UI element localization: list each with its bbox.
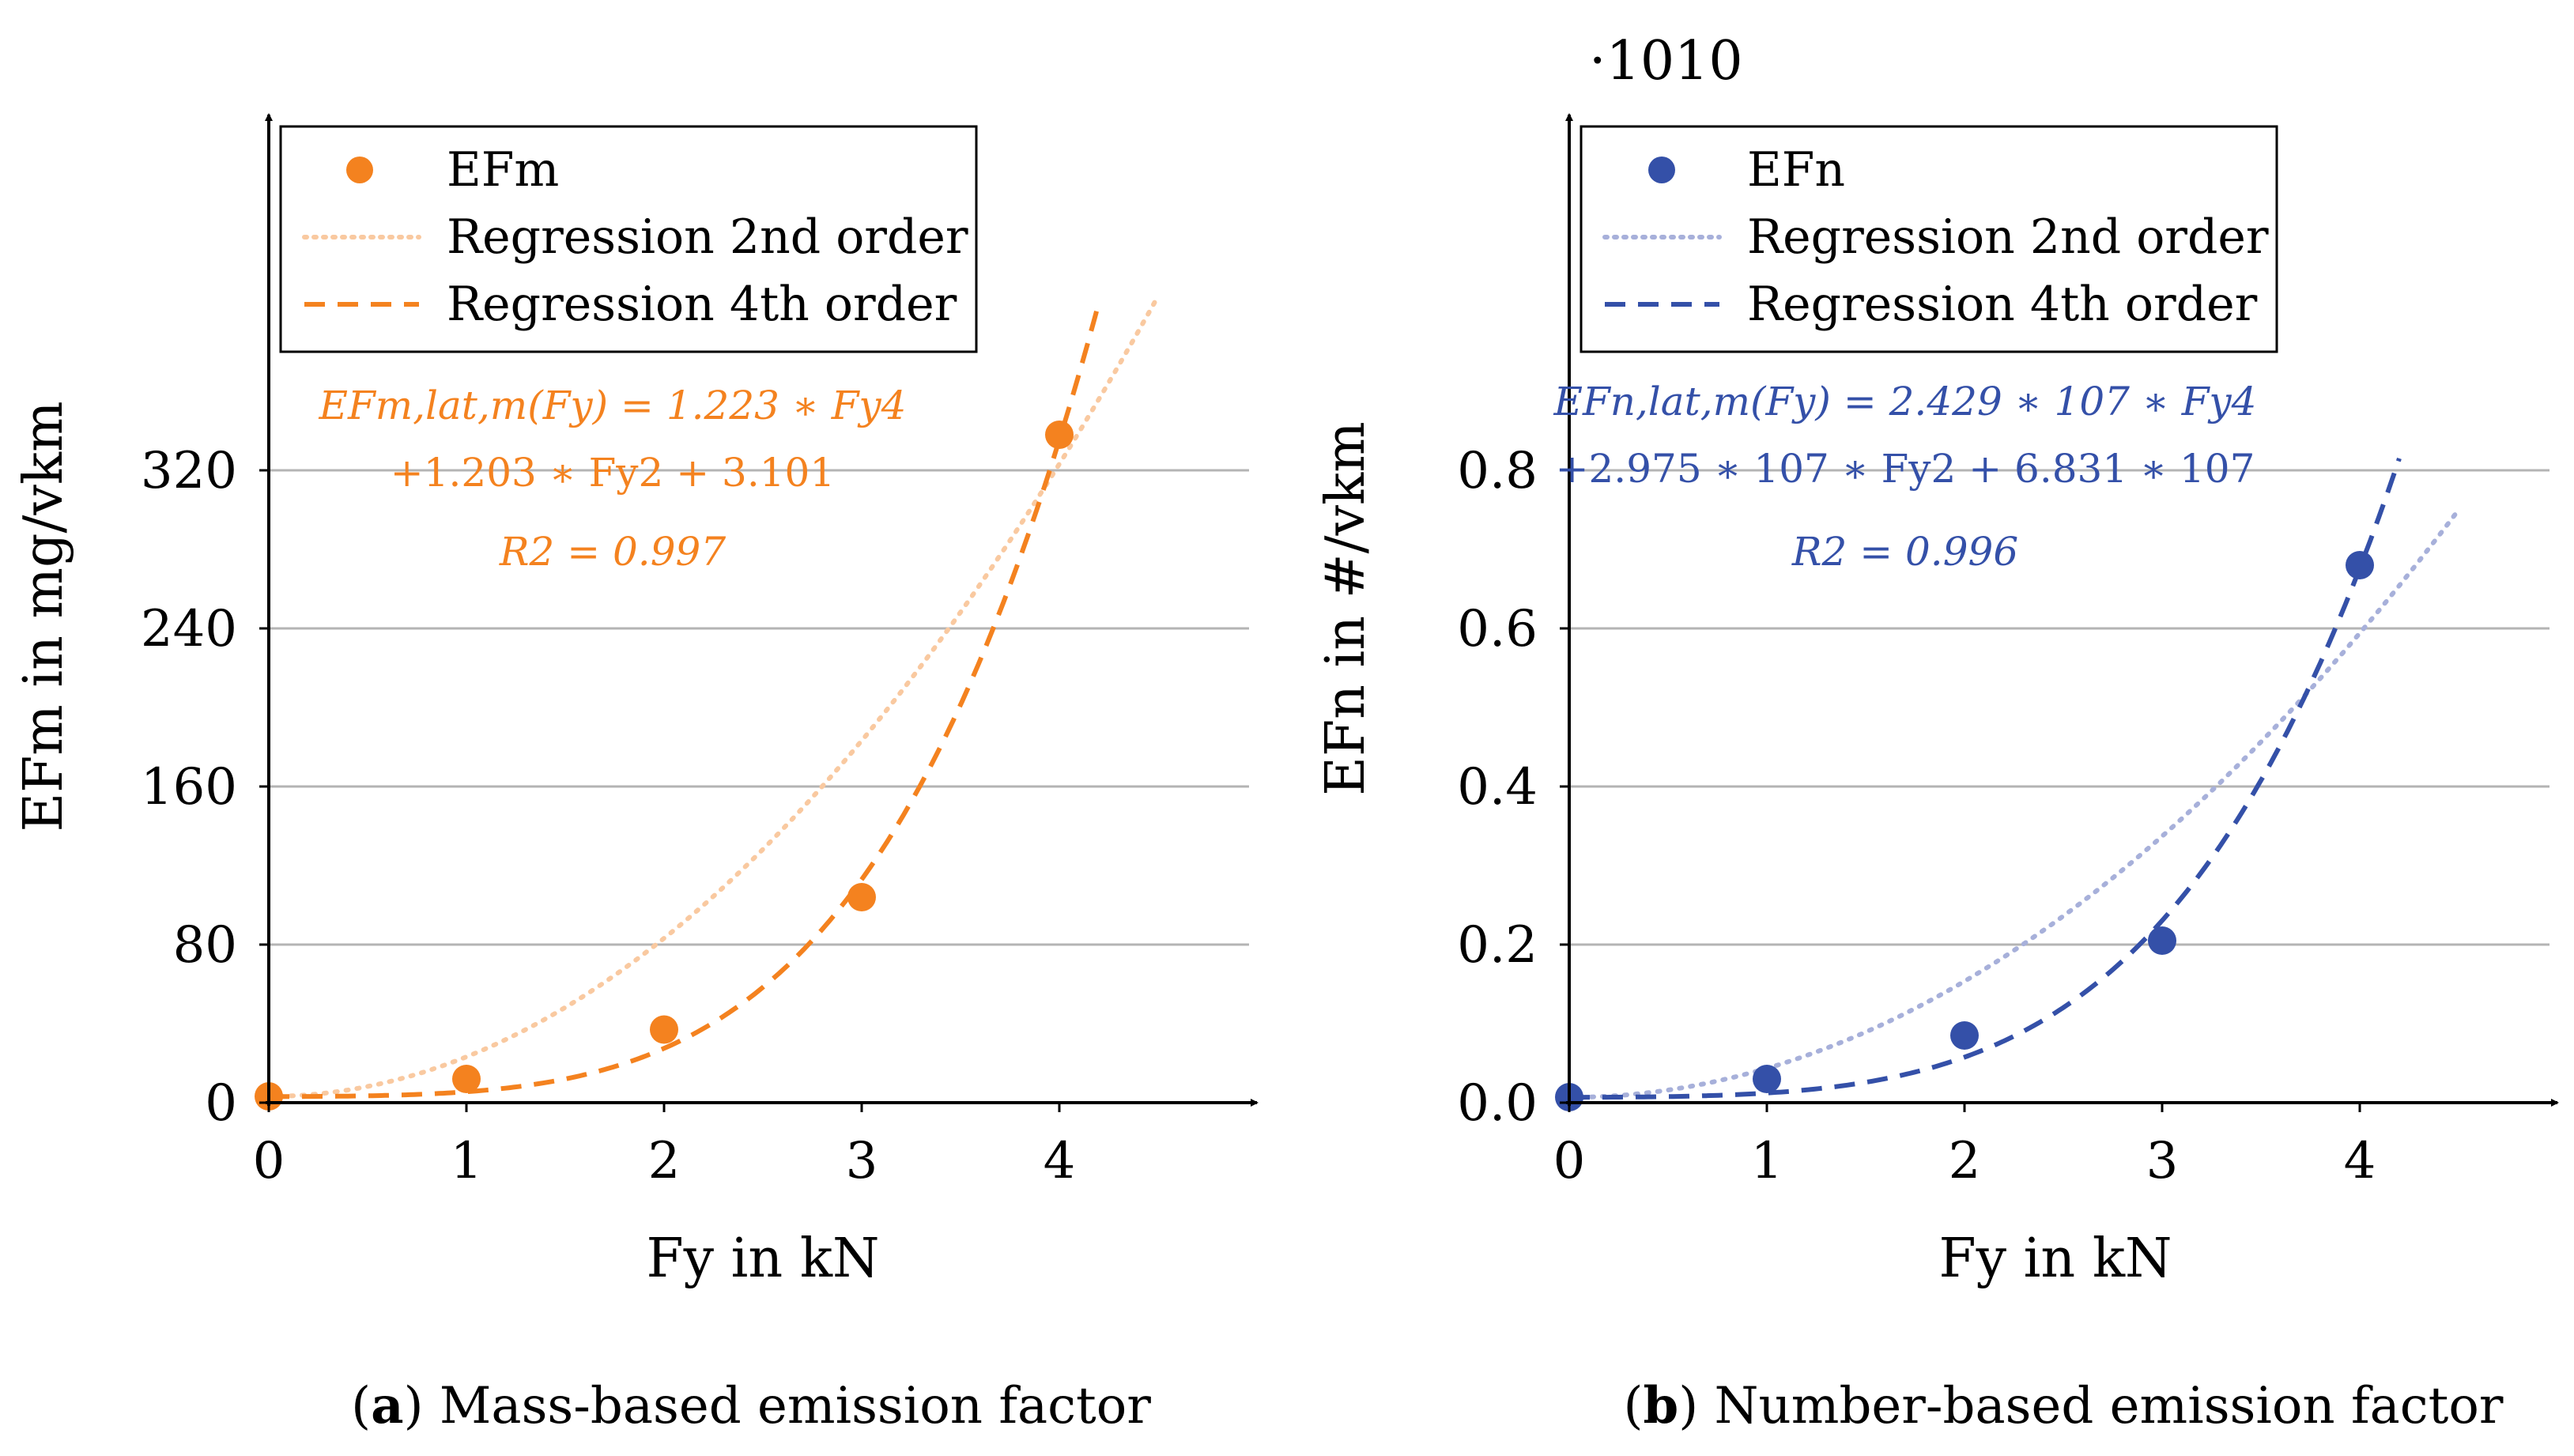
regression-2nd-order-curve — [1567, 507, 2461, 1100]
panel-a-axes — [259, 113, 1259, 1112]
panel-a-equation-line-1: EFm,lat,m(Fy) = 1.223 ∗ Fy4 — [319, 383, 907, 428]
panel-a-r-squared: R2 = 0.997 — [499, 529, 726, 575]
y-tick-label: 0.4 — [1457, 758, 1538, 817]
x-tick-label: 1 — [451, 1132, 483, 1190]
data-point-1 — [1753, 1065, 1781, 1093]
panel-b-y-tick-labels: 0.0 0.2 0.4 0.6 0.8 — [1457, 442, 1538, 1133]
panel-b-y-axis-label: EFn in #/vkm — [1315, 421, 1377, 795]
y-tick-label: 80 — [173, 916, 237, 975]
panel-b-equation-line-1: EFn,lat,m(Fy) = 2.429 ∗ 107 ∗ Fy4 — [1553, 379, 2257, 424]
panel-a-x-tick-labels: 0 1 2 3 4 — [253, 1132, 1076, 1190]
panel-b-caption: (b) Number-based emission factor — [1624, 1376, 2504, 1435]
panel-b-data-points — [1555, 551, 2374, 1111]
panel-b-axes — [1560, 113, 2559, 1112]
panel-a-legend-marker-points — [346, 157, 373, 183]
panel-a-legend-entry-points: EFm — [447, 142, 559, 198]
panel-a-caption-text: Mass-based emission factor — [440, 1377, 1151, 1435]
panel-b-x-axis-label: Fy in kN — [1938, 1228, 2172, 1290]
panel-b-legend-box — [1580, 125, 2278, 353]
panel-b-caption-text: Number-based emission factor — [1715, 1377, 2504, 1435]
panel-a-legend-entry-dotted: Regression 2nd order — [447, 209, 968, 265]
panel-b-x-tick-labels: 0 1 2 3 4 — [1553, 1132, 2376, 1190]
panel-b-r-squared: R2 = 0.996 — [1791, 529, 2018, 575]
panel-a-equation-line-2: +1.203 ∗ Fy2 + 3.101 — [391, 450, 835, 496]
x-tick-label: 4 — [1044, 1132, 1076, 1190]
panel-a-legend-entry-dashed: Regression 4th order — [447, 277, 957, 332]
panel-a-x-axis-label: Fy in kN — [646, 1228, 879, 1290]
panel-a: 0 80 160 240 320 0 1 2 3 4 EFm in mg/vkm Fy in k… — [13, 113, 1259, 1435]
y-tick-label: 0.0 — [1457, 1074, 1538, 1133]
panel-b-equation-line-2: +2.975 ∗ 107 ∗ Fy2 + 6.831 ∗ 107 — [1556, 446, 2255, 492]
data-point-2 — [650, 1015, 678, 1044]
regression-4th-order-curve — [1569, 457, 2402, 1100]
x-tick-label: 0 — [253, 1132, 285, 1190]
data-point-4 — [1045, 421, 1074, 449]
x-tick-label: 3 — [846, 1132, 878, 1190]
regression-2nd-order-curve — [266, 293, 1161, 1099]
panel-a-gridlines — [269, 469, 1249, 946]
panel-a-legend: EFm Regression 2nd order Regression 4th … — [279, 125, 978, 353]
panel-a-y-axis-label: EFm in mg/vkm — [13, 401, 75, 832]
y-tick-label: 0.6 — [1457, 600, 1538, 658]
x-tick-label: 4 — [2344, 1132, 2376, 1190]
y-tick-label: 160 — [141, 758, 237, 817]
panel-b-regression-2nd-order-line — [1567, 507, 2461, 1100]
data-point-3 — [847, 883, 876, 911]
panel-b-legend-entry-points: EFn — [1747, 142, 1845, 198]
x-tick-label: 0 — [1553, 1132, 1586, 1190]
panel-b-legend: EFn Regression 2nd order Regression 4th … — [1580, 125, 2278, 353]
panel-b-legend-entry-dashed: Regression 4th order — [1747, 277, 2258, 332]
panel-b-caption-label: b — [1643, 1376, 1678, 1435]
panel-a-data-points — [255, 421, 1074, 1111]
y-tick-label: 0.8 — [1457, 442, 1538, 500]
regression-4th-order-curve — [269, 302, 1101, 1100]
panel-a-regression-2nd-order-line — [266, 293, 1161, 1099]
x-tick-label: 1 — [1751, 1132, 1783, 1190]
panel-a-caption: (a) Mass-based emission factor — [351, 1376, 1151, 1435]
panel-a-legend-box — [279, 125, 978, 353]
panel-a-caption-label: a — [371, 1376, 403, 1435]
y-tick-label: 0 — [205, 1074, 237, 1133]
panel-b-axis-multiplier: ·1010 — [1589, 30, 1743, 92]
panel-a-regression-annotation: EFm,lat,m(Fy) = 1.223 ∗ Fy4 +1.203 ∗ Fy2… — [319, 383, 907, 575]
data-point-3 — [2148, 926, 2176, 955]
y-tick-label: 320 — [141, 442, 237, 500]
data-point-1 — [452, 1065, 481, 1093]
panel-b: 0.0 0.2 0.4 0.6 0.8 0 1 2 3 4 ·1010 EFn in #/vkm… — [1315, 30, 2559, 1435]
panel-b-legend-marker-points — [1648, 157, 1675, 183]
panel-a-regression-4th-order-line — [269, 302, 1101, 1100]
y-tick-label: 0.2 — [1457, 916, 1538, 975]
data-point-4 — [2346, 551, 2374, 579]
y-tick-label: 240 — [141, 600, 237, 658]
x-tick-label: 3 — [2146, 1132, 2179, 1190]
panel-b-regression-4th-order-line — [1569, 457, 2402, 1100]
x-tick-label: 2 — [1949, 1132, 1981, 1190]
x-tick-label: 2 — [648, 1132, 681, 1190]
data-point-2 — [1950, 1021, 1979, 1050]
panel-a-y-tick-labels: 0 80 160 240 320 — [141, 442, 237, 1133]
panel-b-gridlines — [1569, 469, 2549, 946]
panel-b-regression-annotation: EFn,lat,m(Fy) = 2.429 ∗ 107 ∗ Fy4 +2.975… — [1553, 379, 2257, 575]
panel-b-legend-entry-dotted: Regression 2nd order — [1747, 209, 2269, 265]
